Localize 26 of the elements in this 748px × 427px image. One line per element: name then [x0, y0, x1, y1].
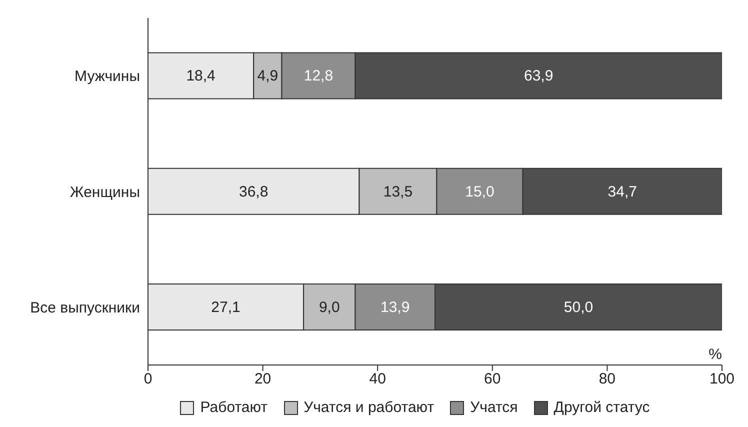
data-label: 63,9 — [524, 68, 554, 85]
x-tick-label: 20 — [254, 370, 272, 388]
data-label: 18,4 — [186, 68, 216, 85]
legend-label: Учатся и работают — [302, 399, 434, 416]
legend-label: Учатся — [469, 399, 518, 416]
data-label: 13,9 — [380, 299, 410, 316]
data-label: 4,9 — [257, 68, 278, 85]
legend-label: Работают — [199, 399, 268, 416]
data-label: 27,1 — [211, 299, 240, 316]
y-tick-label: Все выпускники — [30, 299, 140, 316]
data-label: 36,8 — [239, 183, 268, 200]
x-tick-label: 60 — [484, 370, 501, 388]
y-tick-label: Женщины — [70, 184, 140, 201]
legend-label: Другой статус — [552, 399, 650, 416]
data-label: 12,8 — [304, 68, 334, 85]
x-axis-title: % — [708, 346, 722, 363]
x-tick-label: 100 — [709, 370, 735, 388]
data-label: 13,5 — [383, 183, 413, 200]
data-label: 34,7 — [608, 183, 638, 200]
data-label: 15,0 — [465, 183, 494, 200]
data-label: 50,0 — [564, 299, 594, 316]
x-tick-label: 40 — [369, 370, 386, 388]
x-tick-label: 0 — [144, 370, 152, 388]
y-tick-label: Мужчины — [74, 68, 140, 86]
data-label: 9,0 — [318, 299, 340, 316]
x-tick-label: 80 — [598, 370, 616, 388]
